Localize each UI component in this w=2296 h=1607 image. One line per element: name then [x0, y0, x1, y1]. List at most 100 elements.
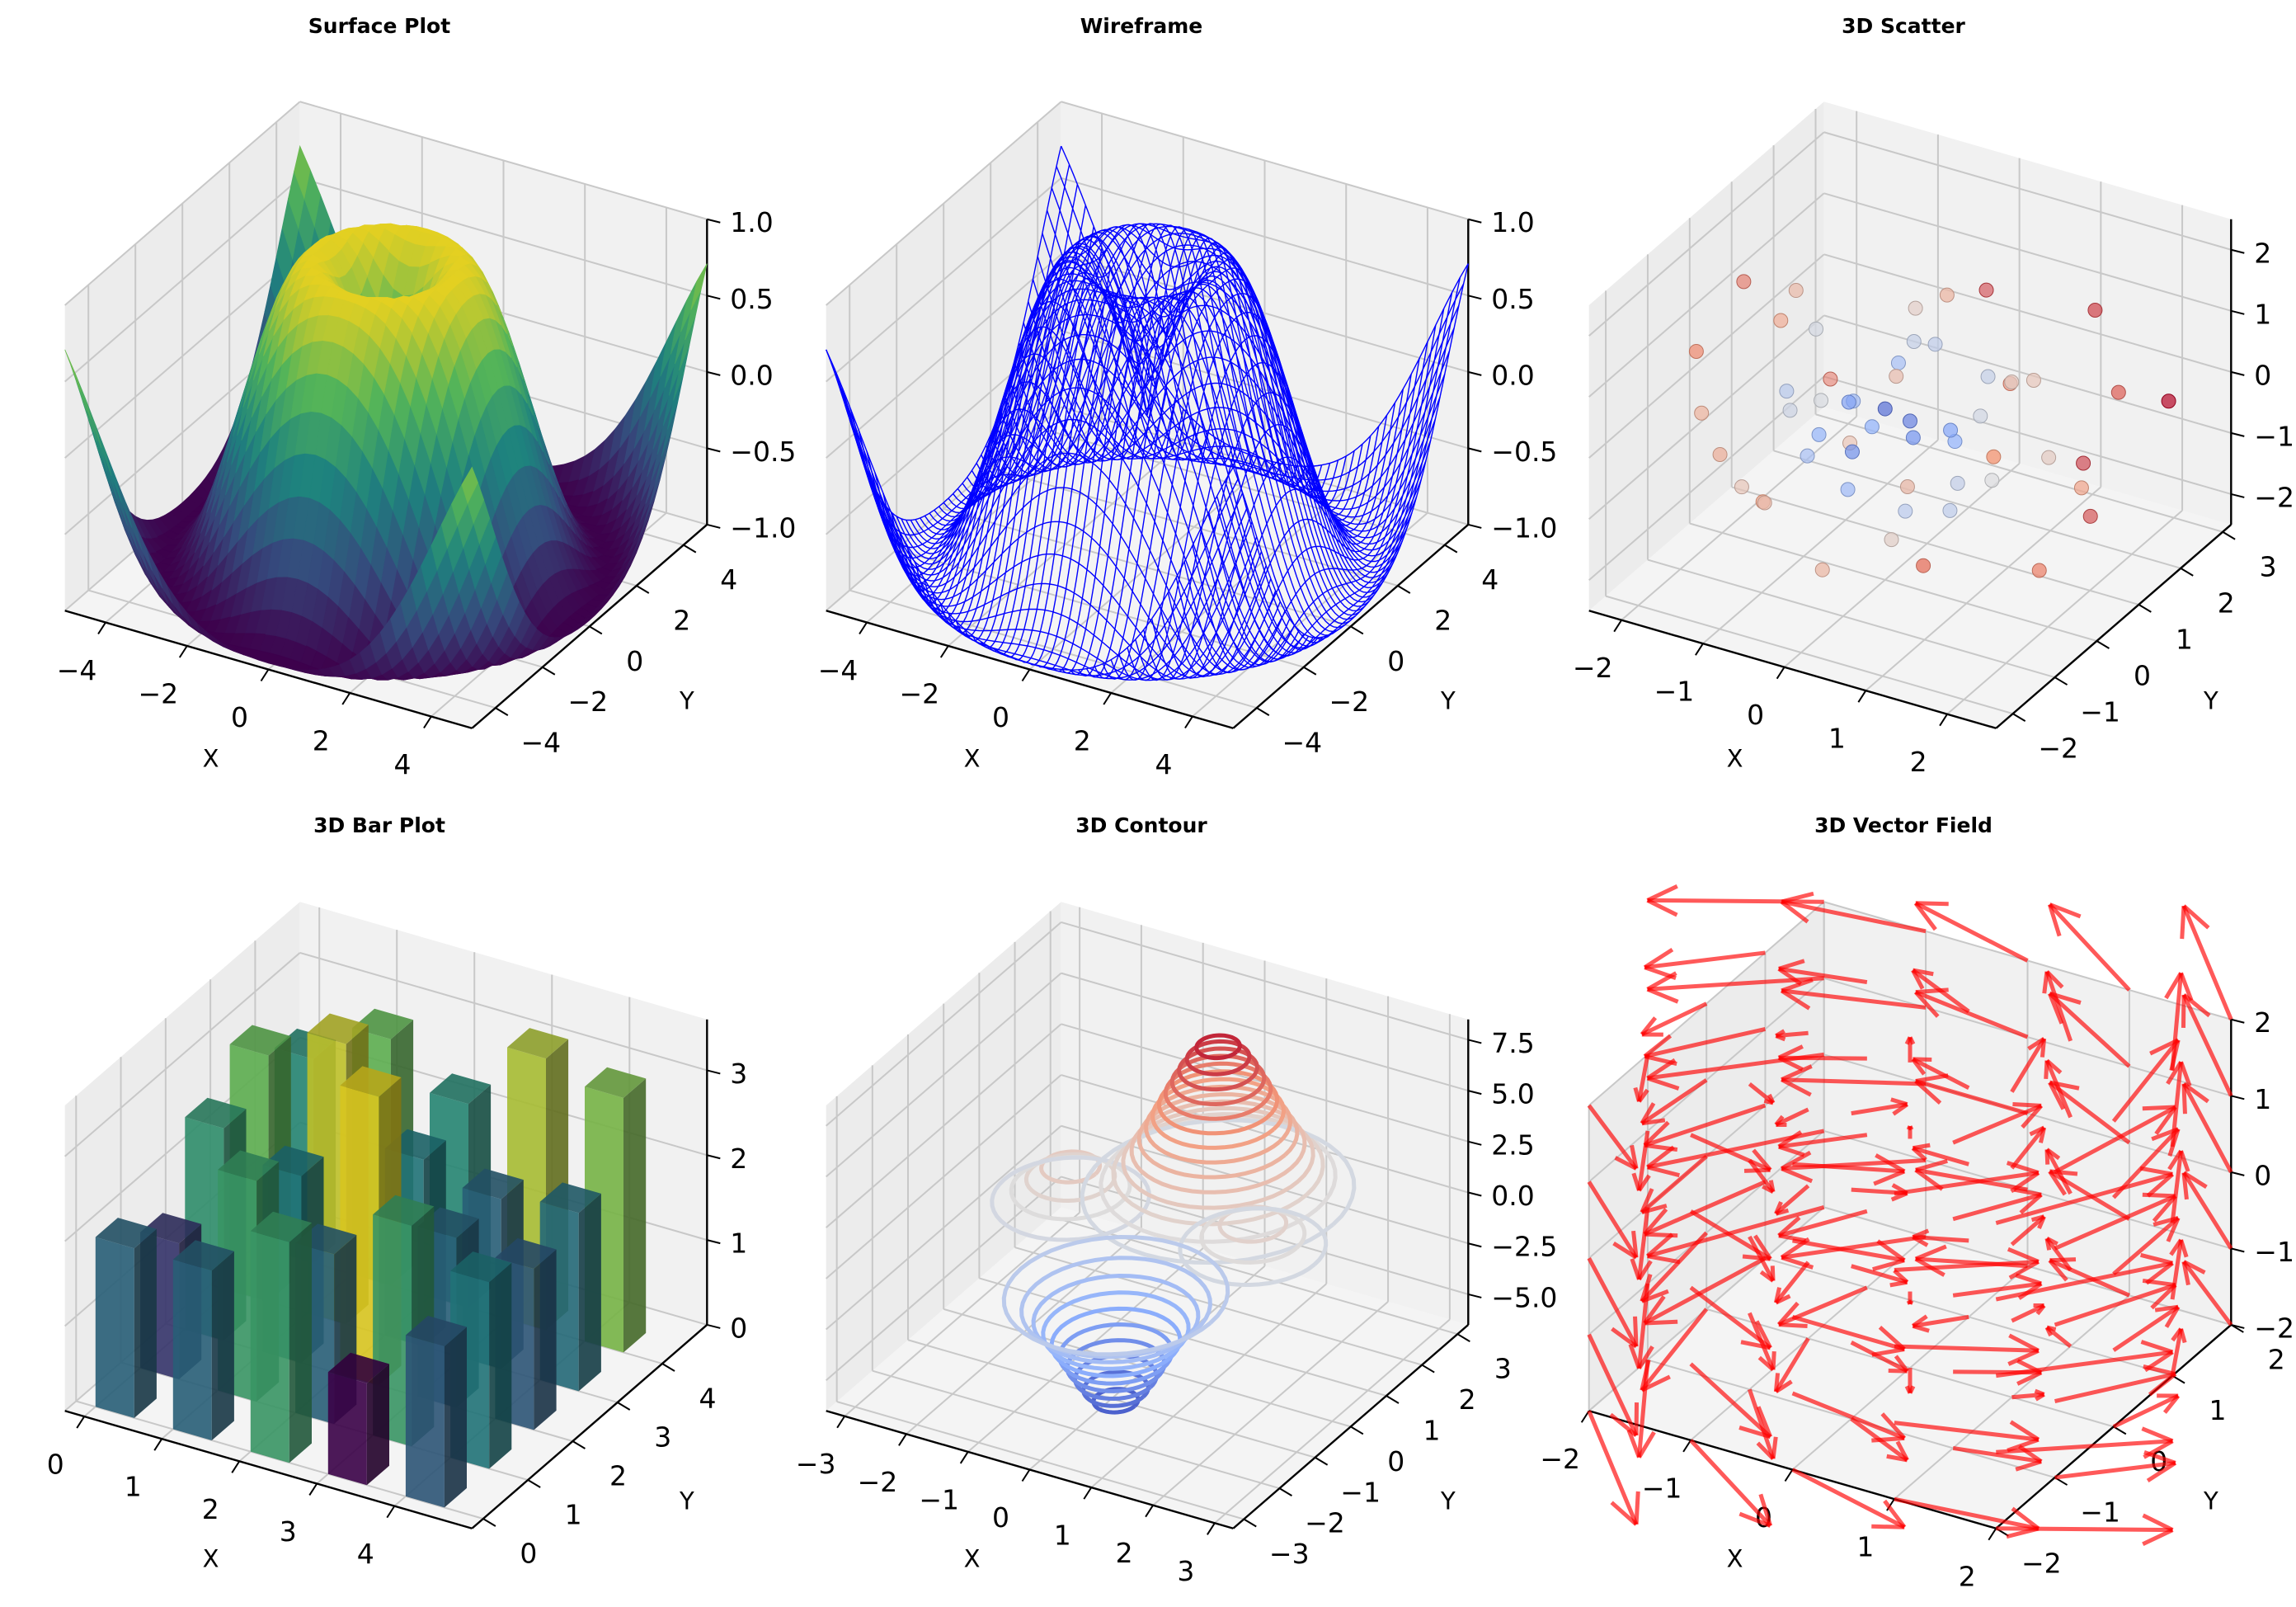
arrow-shaft: [1640, 1308, 1709, 1392]
scatter-point: [1841, 394, 1856, 410]
scatter-point: [1757, 495, 1772, 511]
arrow-head: [2008, 1333, 2040, 1353]
y-tick-label: 0: [1387, 1445, 1404, 1477]
arrow-head: [2037, 1215, 2046, 1229]
vector-arrow: [2181, 1260, 2233, 1327]
vector-arrow: [2010, 1036, 2047, 1093]
x-tick-label: −1: [919, 1483, 959, 1515]
wireframe-line: [1159, 402, 1396, 679]
x-tick-mark: [260, 668, 270, 682]
gridline: [1689, 522, 2097, 642]
arrow-head: [1913, 902, 1937, 931]
arrow-shaft: [1646, 1205, 1825, 1259]
scatter-point: [1973, 408, 1988, 424]
vector-arrow: [1780, 1150, 1927, 1184]
arrow-head: [1641, 1118, 1666, 1126]
z-tick-mark: [707, 370, 721, 376]
arrow-shaft: [1587, 1104, 1639, 1171]
arrow-shaft: [1781, 899, 1927, 934]
arrow-head: [1753, 1234, 1772, 1261]
vector-arrow: [2169, 1238, 2189, 1300]
arrow-head: [1886, 1454, 1908, 1463]
vector-arrow: [1643, 1256, 1767, 1326]
x-tick-label: −1: [1654, 676, 1695, 708]
x-axis-line: [64, 1410, 473, 1529]
arrow-head: [1911, 968, 1925, 990]
x-axis-label: X: [1727, 1545, 1743, 1573]
z-tick-mark: [2231, 1323, 2245, 1329]
z-tick-mark: [707, 1154, 721, 1160]
vector-arrow: [2181, 993, 2233, 1097]
wireframe-line: [1014, 330, 1422, 551]
vector-arrow: [2181, 1082, 2233, 1174]
scatter-point: [1736, 274, 1752, 290]
y-tick-mark: [1256, 707, 1270, 716]
arrow-head: [2152, 1195, 2177, 1223]
arrow-head: [1640, 1102, 1656, 1125]
arrow-head: [1778, 1233, 1807, 1243]
arrow-head: [1738, 1511, 1771, 1528]
y-tick-label: 4: [720, 563, 737, 596]
z-tick-mark: [1468, 1039, 1482, 1044]
wireframe-line: [1183, 358, 1420, 674]
arrow-head: [2142, 1513, 2174, 1532]
arrow-head: [2045, 1236, 2058, 1246]
scatter-point: [1779, 384, 1795, 399]
arrow-head: [2042, 971, 2049, 994]
x-tick-mark: [1857, 690, 1867, 703]
arrow-head: [1640, 1359, 1651, 1391]
arrow-head: [1892, 1102, 1909, 1116]
arrow-head: [2139, 1166, 2173, 1176]
vector-arrow: [1748, 1159, 1776, 1195]
bar-top-face: [307, 1013, 369, 1044]
arrow-head: [1640, 1374, 1671, 1393]
bar-side-face: [489, 1262, 512, 1469]
vector-arrow: [2047, 902, 2131, 992]
arrow-shaft: [2112, 1393, 2180, 1429]
vector-arrow: [2054, 1192, 2177, 1251]
arrow-head: [2143, 1364, 2176, 1376]
vector-arrow: [1640, 1078, 1708, 1126]
bar-top-face: [507, 1028, 569, 1059]
vector-arrow: [2054, 1105, 2177, 1175]
bar: [250, 1211, 312, 1463]
arrow-shaft: [1774, 1337, 1810, 1393]
vector-arrow: [2181, 1171, 2233, 1250]
scatter-point: [1908, 300, 1923, 316]
gridline: [1061, 253, 1469, 373]
y-tick-label: 3: [2260, 550, 2277, 582]
arrow-head: [1913, 1057, 1932, 1062]
arrow-head: [1756, 1441, 1775, 1461]
arrow-head: [2038, 1127, 2047, 1143]
arrow-head: [1873, 1169, 1906, 1186]
wireframe-line: [995, 244, 1404, 573]
arrow-shaft: [2011, 1303, 2045, 1323]
vector-arrow: [1587, 1104, 1639, 1171]
arrow-head: [1875, 1153, 1906, 1174]
x-tick-mark: [1145, 1505, 1154, 1518]
arrow-head: [2049, 902, 2082, 919]
arrow-shaft: [1781, 1234, 1927, 1260]
arrow-shaft: [1778, 1133, 1868, 1149]
z-tick-mark: [2231, 431, 2245, 437]
arrow-shaft: [1774, 1261, 1810, 1304]
x-tick-label: −2: [1540, 1443, 1580, 1475]
arrow-head: [1643, 1120, 1670, 1148]
arrow-shaft: [1748, 1082, 1775, 1105]
vector-arrow: [2048, 1080, 2131, 1145]
y-axis-label: Y: [2203, 1487, 2218, 1515]
x-axis-label: X: [203, 1545, 219, 1573]
x-tick-label: −1: [1642, 1472, 1682, 1504]
scatter-point: [1734, 479, 1749, 495]
bar-front-face: [327, 1372, 367, 1486]
arrow-shaft: [1781, 988, 1927, 1010]
x-tick-label: 3: [280, 1515, 297, 1548]
arrow-head: [1781, 1064, 1813, 1082]
y-tick-label: 1: [2209, 1394, 2227, 1426]
arrow-head: [2181, 1083, 2187, 1115]
scatter-point: [1773, 313, 1789, 328]
surface-facet: [385, 308, 402, 338]
x-tick-label: 1: [1856, 1531, 1874, 1563]
x-tick-mark: [836, 1416, 845, 1429]
z-tick-mark: [2231, 309, 2245, 315]
